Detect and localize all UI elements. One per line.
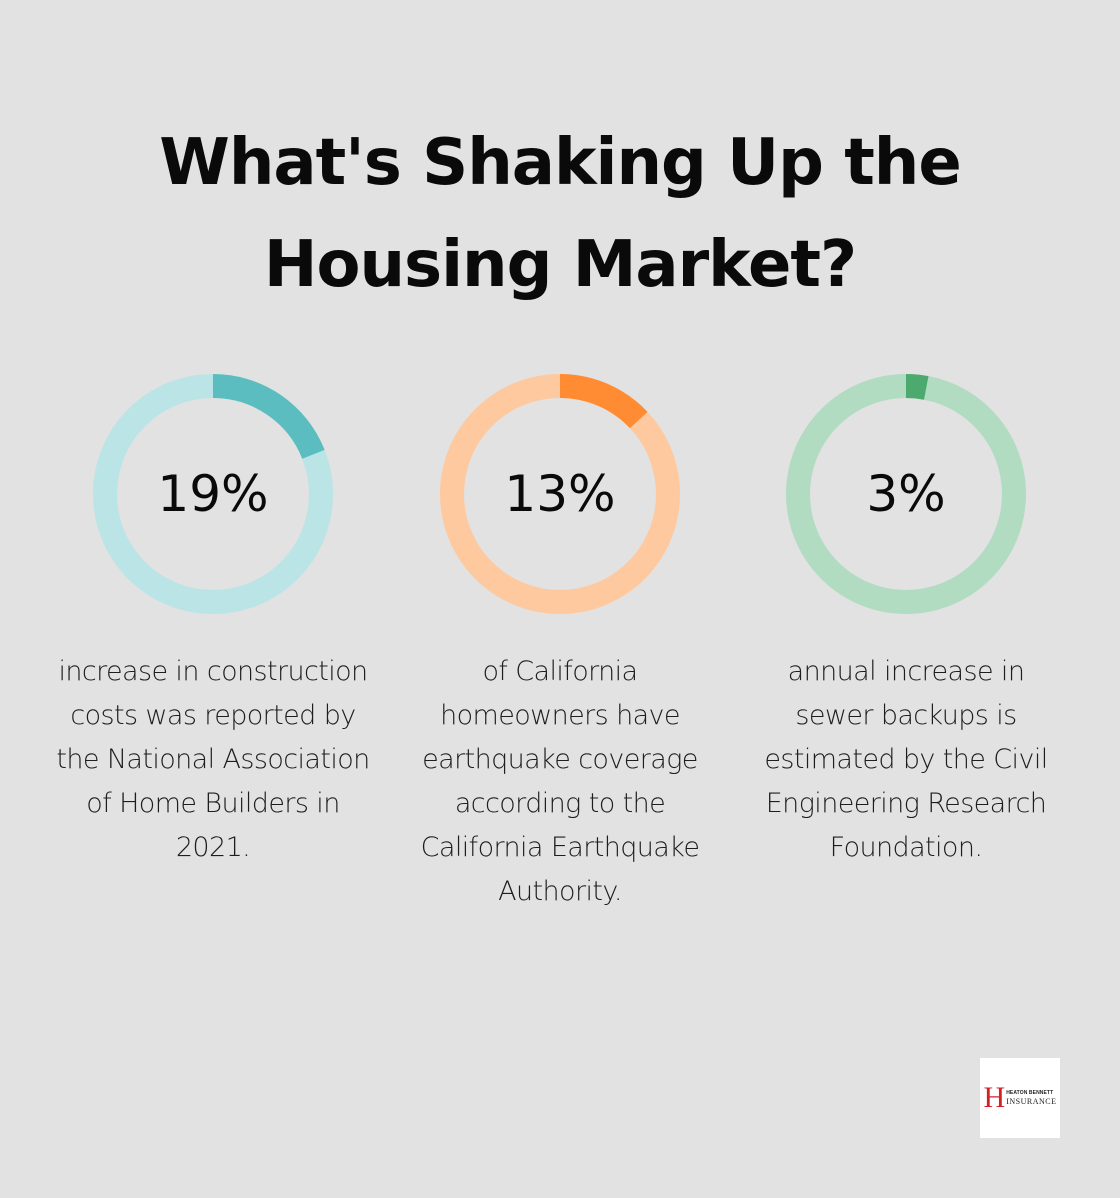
percentage-value: 19% [157,465,269,523]
stat-description: increase in construction costs was repor… [56,656,370,863]
stat-description: of California homeowners have earthquake… [420,656,700,907]
donut-chart: 3% [786,374,1026,614]
percentage-value: 13% [504,465,616,523]
donut-ring [786,374,1026,614]
donut-ring [440,374,680,614]
logo-h-mark-icon: H [983,1081,1006,1114]
stat-construction-costs: 19% increase in construction costs was r… [53,374,373,870]
stat-earthquake-coverage: 13% of California homeowners have earthq… [400,374,720,914]
page-title: What's Shaking Up the Housing Market? [0,112,1120,316]
stat-sewer-backups: 3% annual increase in sewer backups is e… [746,374,1066,870]
donut-ring [93,374,333,614]
logo-line-1: HEATON BENNETT [1006,1089,1054,1096]
percentage-value: 3% [866,465,946,523]
stat-description: annual increase in sewer backups is esti… [764,656,1048,863]
donut-chart: 13% [440,374,680,614]
logo-line-2: INSURANCE [1006,1096,1057,1106]
brand-logo: H HEATON BENNETT INSURANCE [980,1058,1060,1138]
donut-chart: 19% [93,374,333,614]
title-line-2: Housing Market? [263,228,857,302]
title-line-1: What's Shaking Up the [159,126,962,200]
